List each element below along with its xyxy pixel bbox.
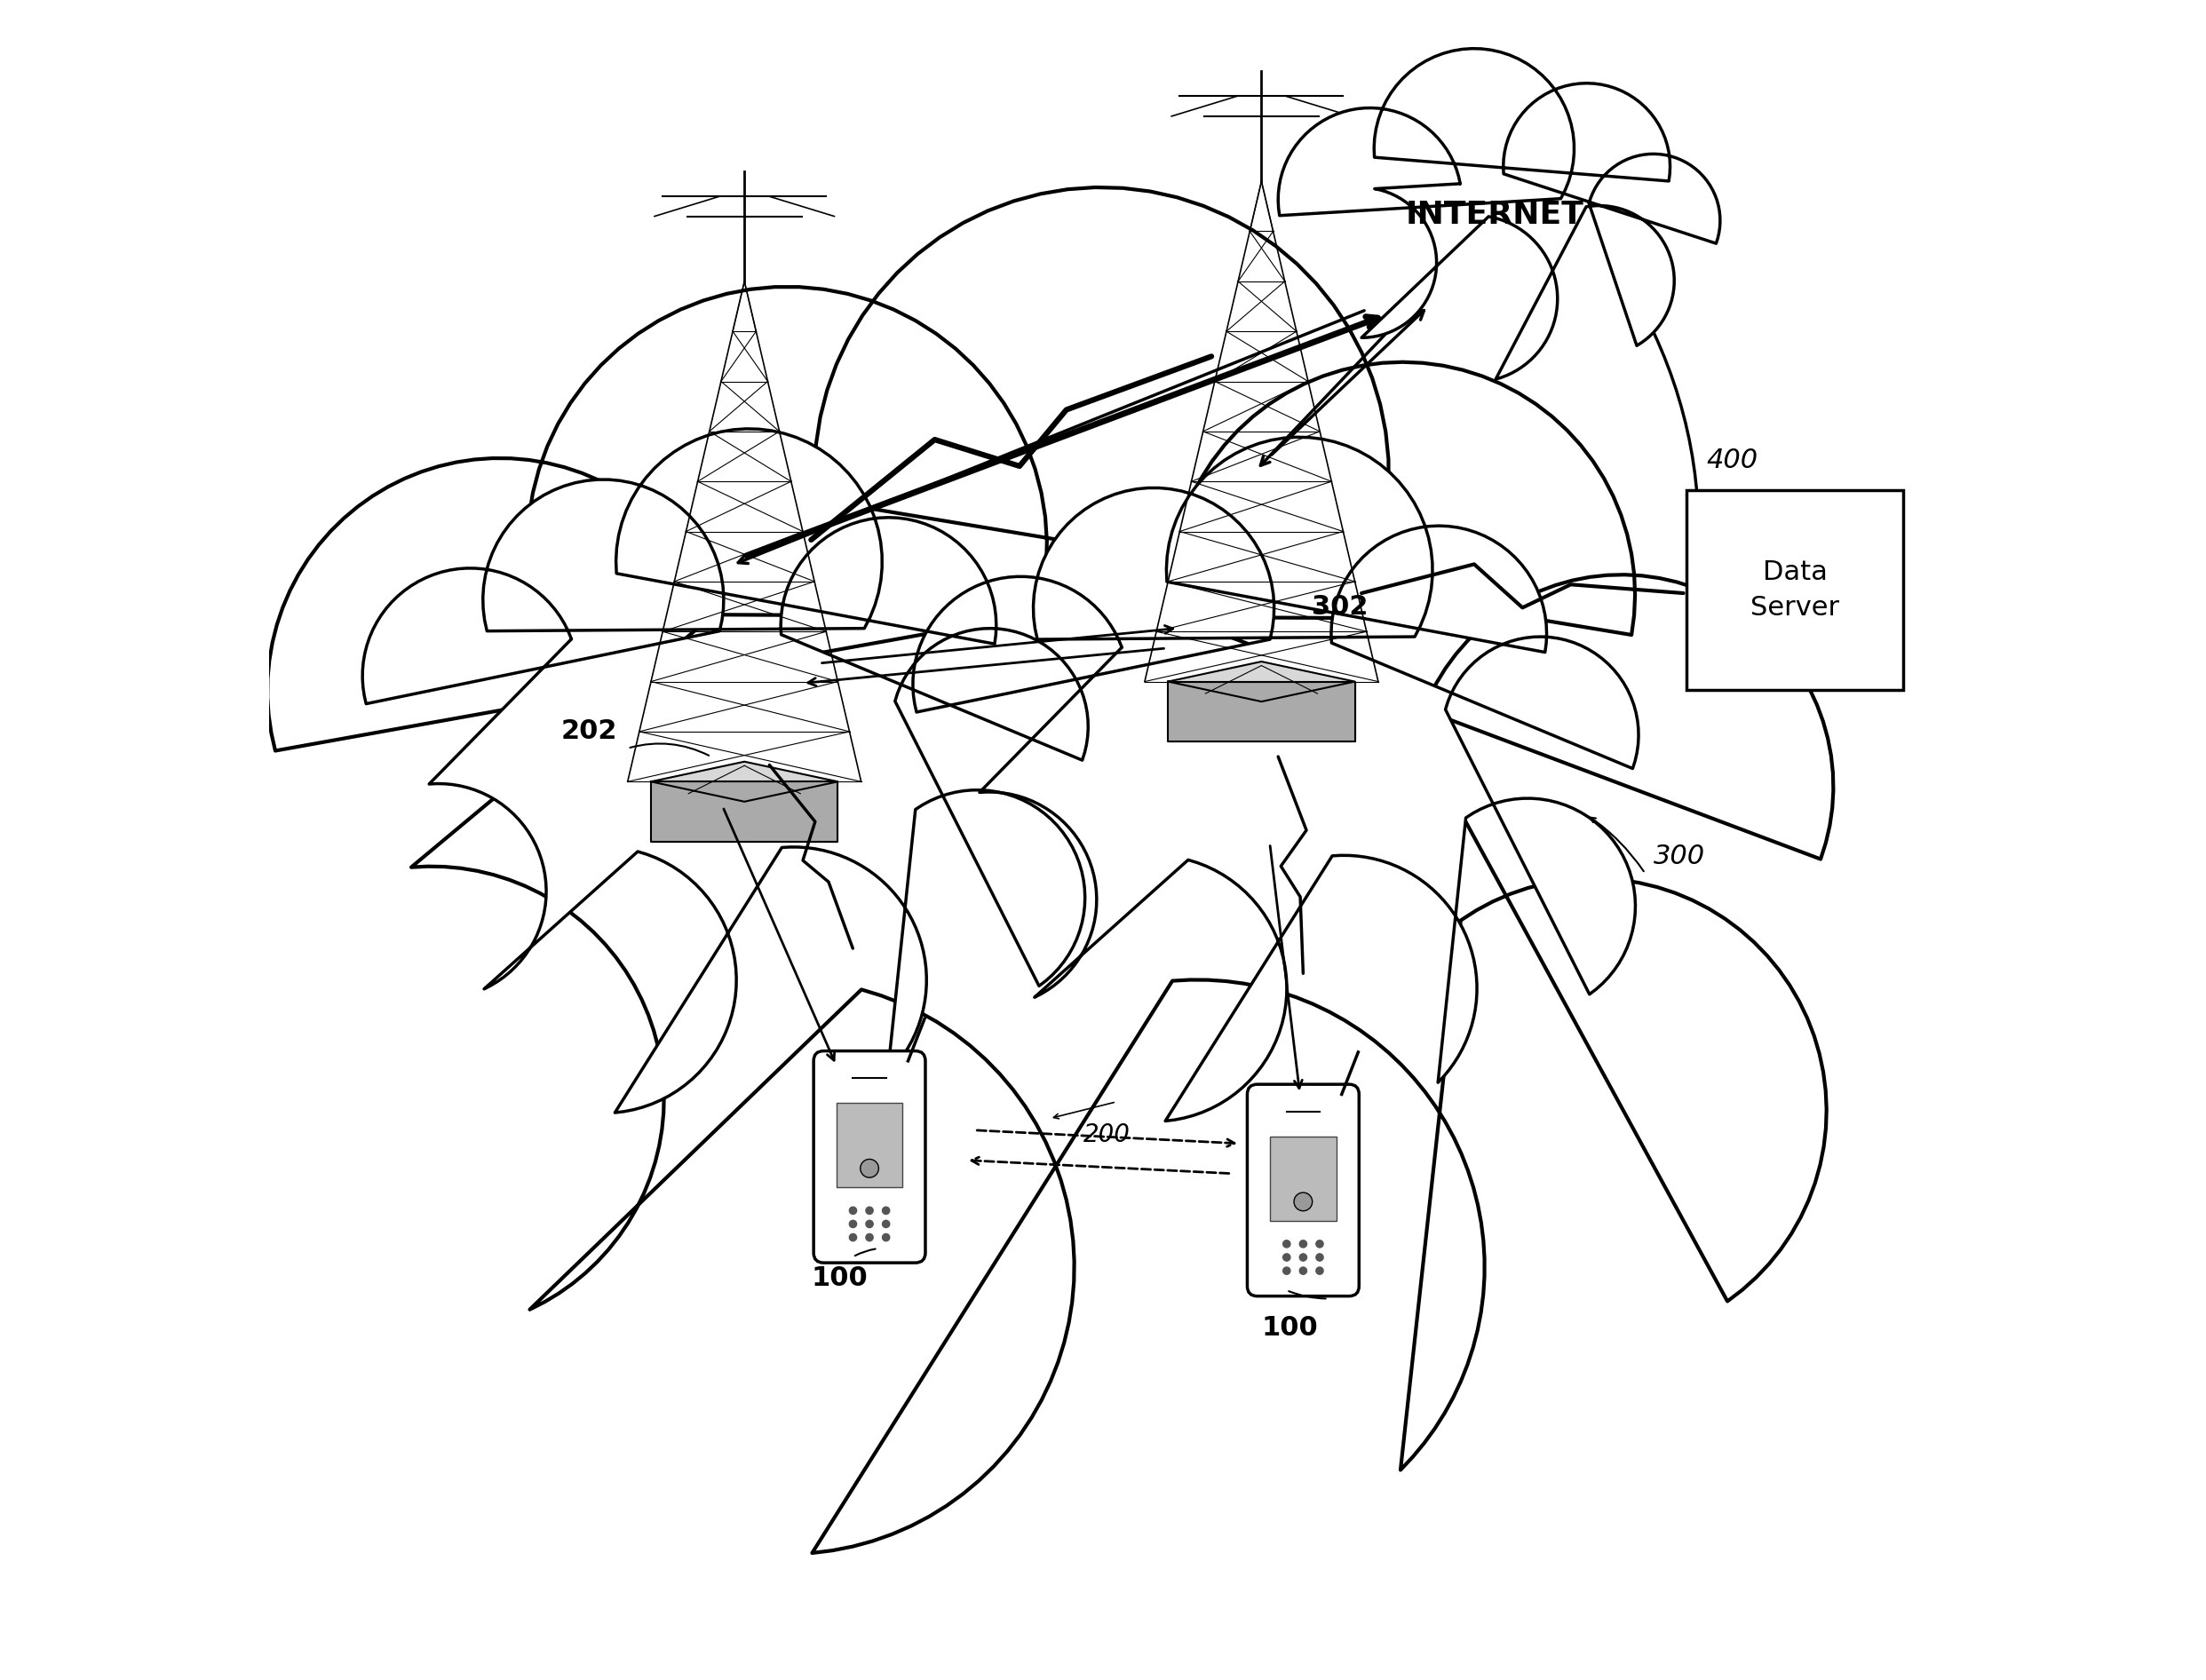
Polygon shape — [362, 428, 1088, 1112]
Circle shape — [1284, 1253, 1291, 1262]
Circle shape — [1299, 1253, 1306, 1262]
Polygon shape — [1277, 49, 1721, 380]
Polygon shape — [651, 761, 838, 801]
Text: 302: 302 — [1313, 593, 1368, 620]
Text: 202: 202 — [560, 719, 618, 744]
Circle shape — [882, 1220, 889, 1228]
Circle shape — [1317, 1253, 1324, 1262]
Text: Data
Server: Data Server — [1752, 559, 1840, 620]
Circle shape — [1317, 1240, 1324, 1248]
Text: 100: 100 — [812, 1265, 867, 1290]
Text: INTERNET: INTERNET — [1405, 200, 1584, 230]
Circle shape — [865, 1233, 874, 1242]
Polygon shape — [1167, 682, 1354, 741]
Circle shape — [882, 1233, 889, 1242]
Circle shape — [1299, 1240, 1306, 1248]
Circle shape — [849, 1206, 856, 1215]
Text: 200: 200 — [1083, 1122, 1129, 1147]
FancyBboxPatch shape — [1246, 1084, 1359, 1295]
Polygon shape — [1167, 662, 1354, 702]
Circle shape — [1317, 1267, 1324, 1275]
Circle shape — [849, 1233, 856, 1242]
Circle shape — [1284, 1240, 1291, 1248]
FancyBboxPatch shape — [1688, 491, 1904, 690]
Circle shape — [882, 1206, 889, 1215]
Text: 300: 300 — [1654, 843, 1705, 870]
Bar — [836, 1104, 902, 1188]
Polygon shape — [267, 188, 1833, 1552]
Bar — [1271, 1136, 1337, 1221]
Polygon shape — [913, 437, 1639, 1121]
Circle shape — [860, 1159, 878, 1178]
Circle shape — [1299, 1267, 1306, 1275]
FancyBboxPatch shape — [814, 1052, 924, 1263]
Text: 100: 100 — [1262, 1315, 1317, 1341]
Text: 400: 400 — [1707, 447, 1758, 474]
Circle shape — [849, 1220, 856, 1228]
Circle shape — [865, 1206, 874, 1215]
Circle shape — [865, 1220, 874, 1228]
Circle shape — [1284, 1267, 1291, 1275]
Circle shape — [1295, 1193, 1313, 1211]
Polygon shape — [651, 781, 838, 842]
